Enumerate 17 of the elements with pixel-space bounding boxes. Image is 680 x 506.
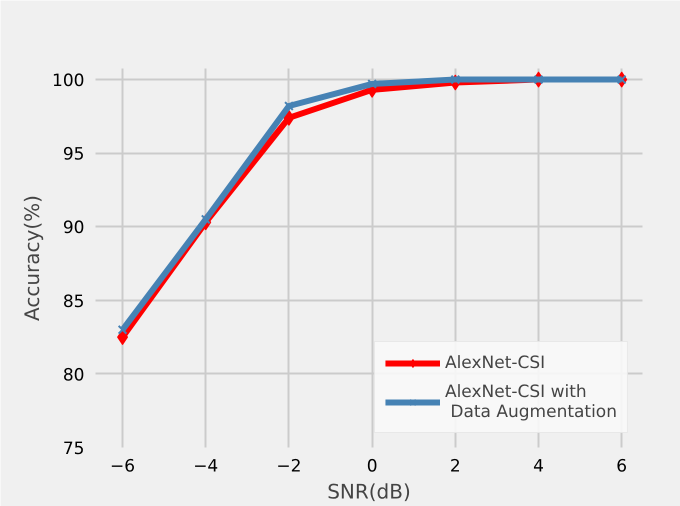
x-tick-label: −6 <box>110 456 136 476</box>
y-tick-label: 80 <box>62 365 85 386</box>
x-tick-label: 4 <box>533 456 544 476</box>
x-tick-label: 2 <box>450 456 461 476</box>
y-tick-label: 90 <box>62 218 85 238</box>
y-tick-label: 75 <box>62 439 85 459</box>
legend-label: AlexNet-CSI <box>444 352 546 374</box>
x-tick-label: −4 <box>193 456 218 476</box>
y-tick-label: 100 <box>52 71 85 92</box>
y-axis-title: Accuracy(%) <box>20 195 44 321</box>
x-axis-title: SNR(dB) <box>327 480 411 504</box>
y-tick-label: 85 <box>62 292 85 312</box>
x-tick-label: 0 <box>366 456 378 476</box>
legend-label: AlexNet-CSI with Data Augmentation <box>444 382 617 422</box>
x-tick-label: 6 <box>616 456 628 476</box>
y-tick-label: 95 <box>62 144 85 165</box>
x-tick-label: −2 <box>276 456 302 476</box>
